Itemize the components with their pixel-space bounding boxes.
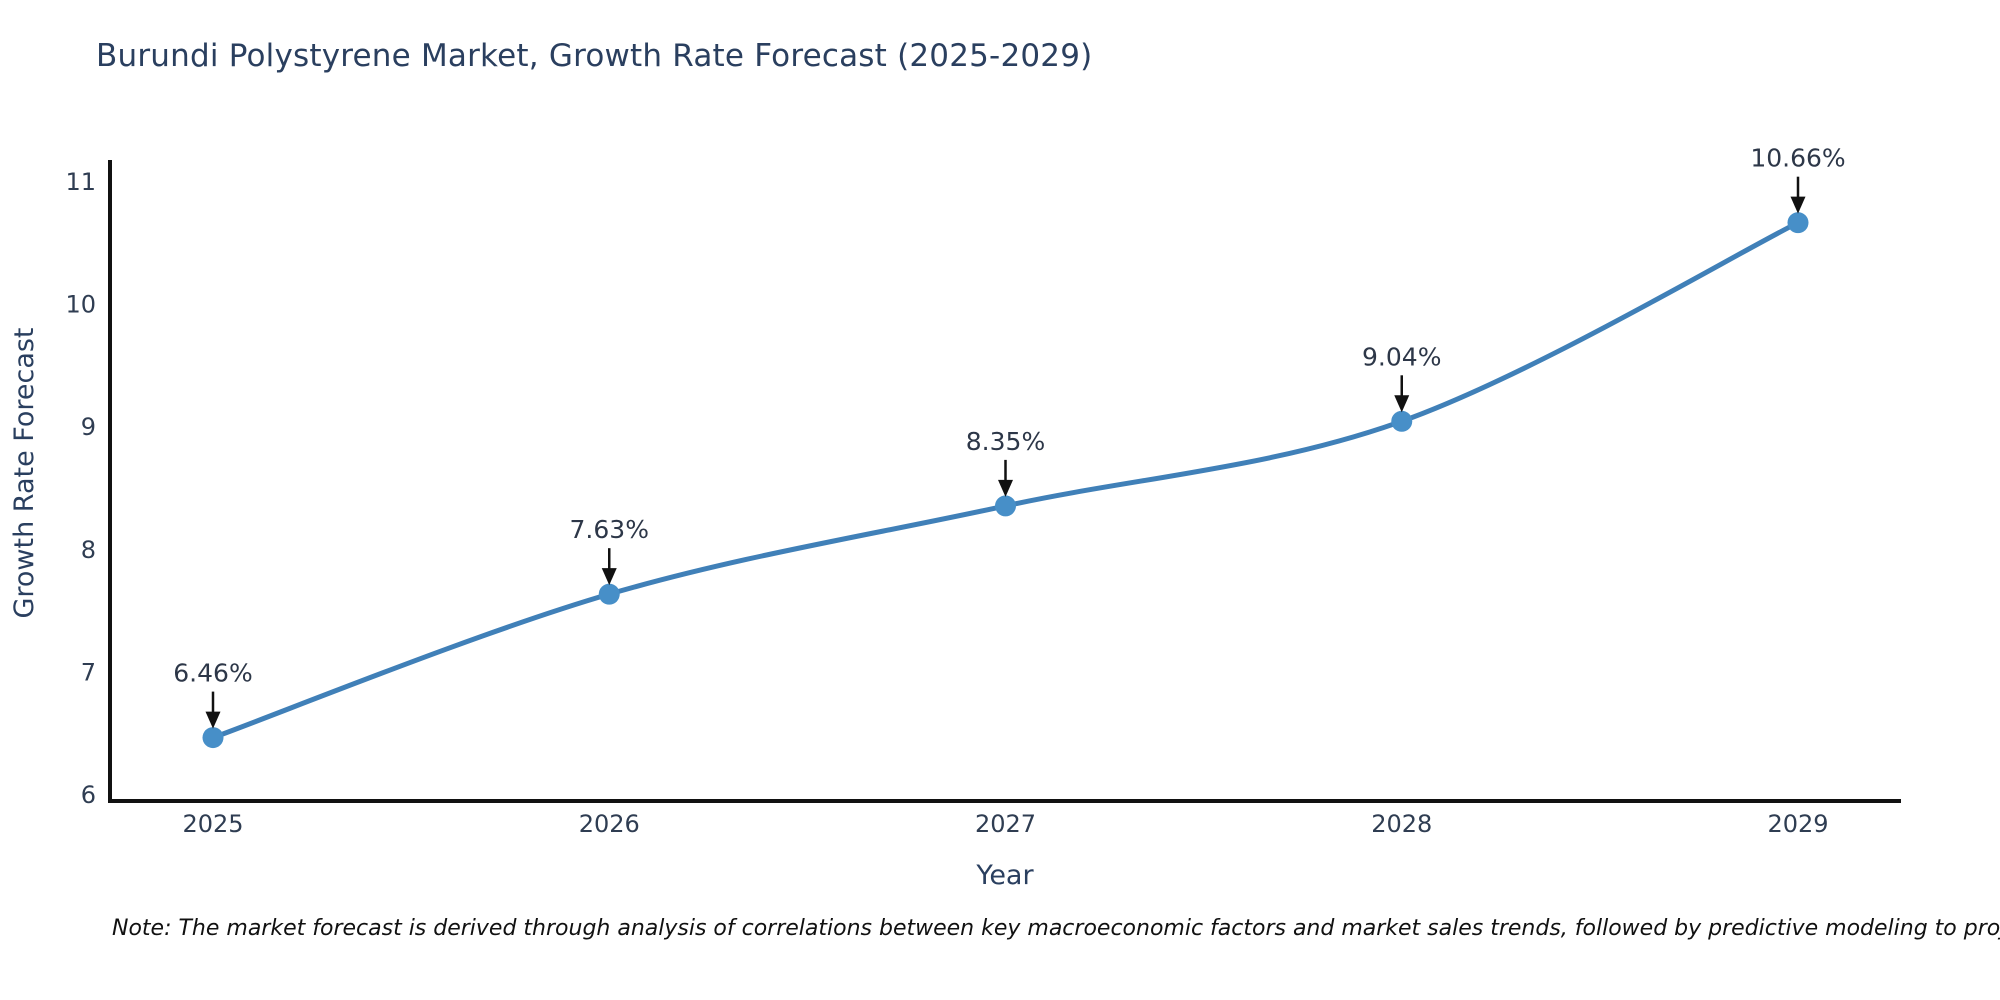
x-tick-label: 2025 (182, 810, 243, 838)
y-tick-label: 10 (65, 291, 96, 319)
y-tick-label: 9 (81, 413, 96, 441)
data-point-markers (202, 212, 1809, 749)
data-point-value-label: 10.66% (1750, 144, 1845, 173)
x-tick-label: 2029 (1767, 810, 1828, 838)
annotation-arrowhead (1790, 196, 1806, 214)
x-axis-tick-labels: 2025 2026 2027 2028 2029 (182, 810, 1828, 838)
data-point-value-label: 6.46% (173, 659, 252, 688)
x-axis-title: Year (975, 860, 1034, 891)
annotation-arrowhead (1394, 395, 1410, 413)
annotation-arrowhead (998, 479, 1013, 497)
annotation-arrowhead (601, 568, 617, 586)
data-point-marker (995, 495, 1016, 517)
x-tick-label: 2027 (975, 810, 1036, 838)
footnote: Note: The market forecast is derived thr… (112, 916, 2000, 941)
data-point-marker (1391, 410, 1413, 432)
data-point-marker (202, 727, 224, 749)
data-point-marker (598, 583, 620, 605)
data-point-value-label: 9.04% (1362, 342, 1441, 371)
y-axis-title: Growth Rate Forecast (9, 327, 40, 618)
y-tick-label: 11 (65, 168, 96, 196)
annotation-arrowhead (205, 711, 221, 729)
y-axis-tick-labels: 6 7 8 9 10 11 (65, 168, 96, 809)
y-tick-label: 6 (81, 781, 96, 809)
y-tick-label: 7 (81, 658, 96, 686)
data-point-value-label: 8.35% (966, 427, 1045, 456)
x-tick-label: 2026 (579, 810, 640, 838)
data-point-value-label: 7.63% (570, 515, 649, 544)
x-tick-label: 2028 (1371, 810, 1432, 838)
chart-title: Burundi Polystyrene Market, Growth Rate … (96, 38, 1093, 74)
data-point-annotations: 6.46% 7.63% 8.35% 9.04% 10.66% (173, 144, 1846, 729)
y-tick-label: 8 (81, 536, 96, 564)
data-point-marker (1787, 212, 1809, 234)
